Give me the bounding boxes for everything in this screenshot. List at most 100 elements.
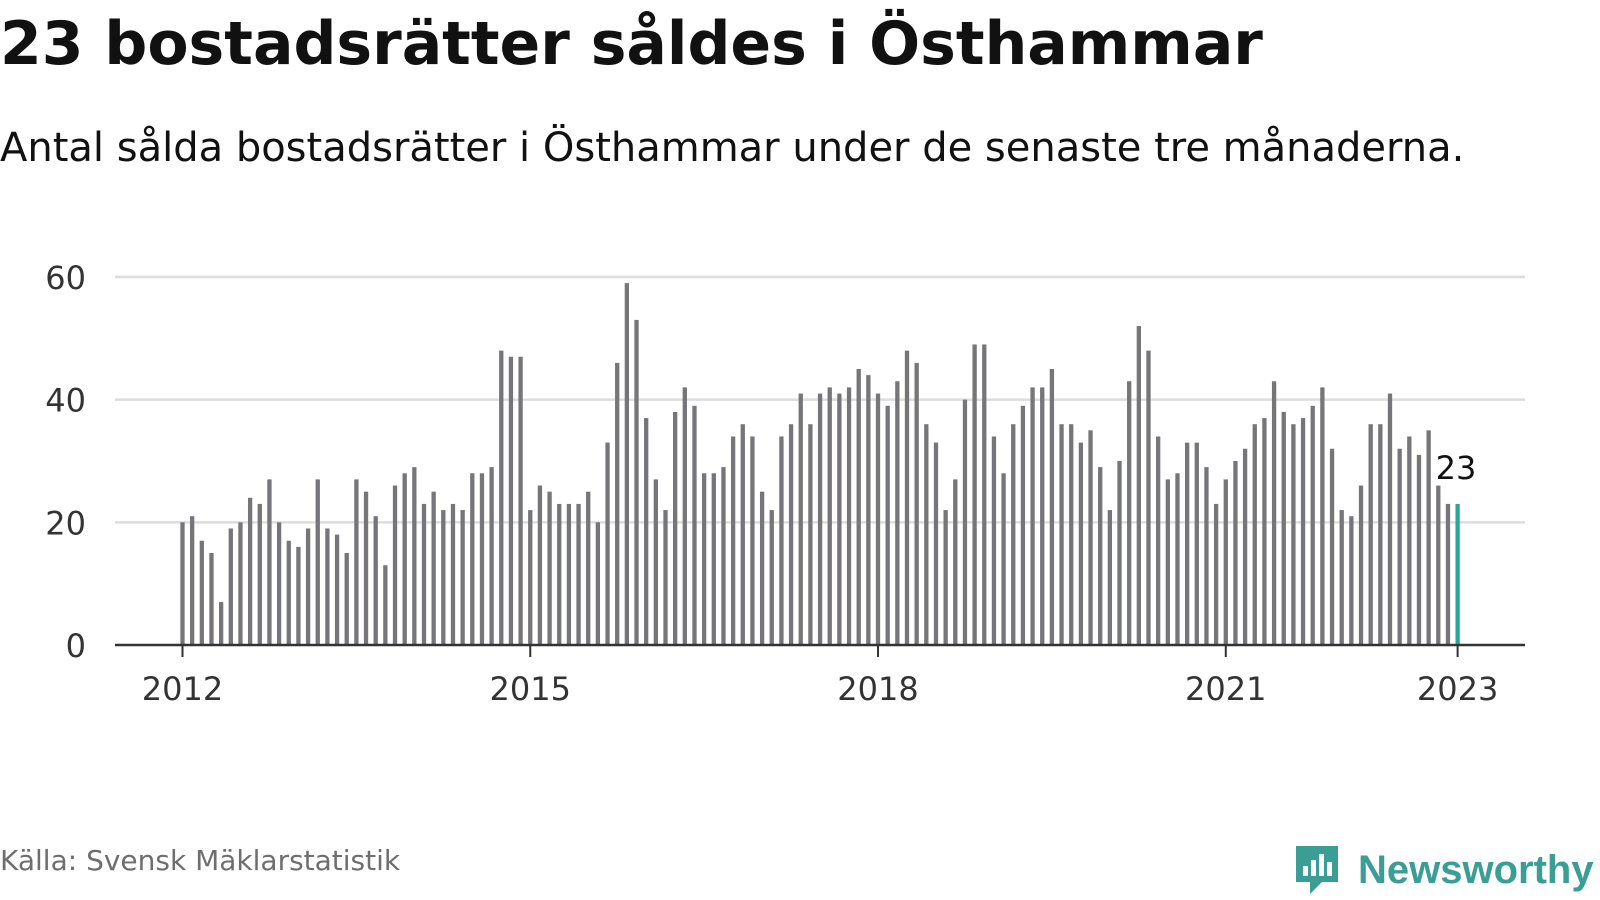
bar <box>1233 461 1238 645</box>
x-tick-label: 2015 <box>490 670 571 708</box>
bar <box>1078 442 1084 645</box>
bar <box>344 553 349 645</box>
bar <box>595 522 601 645</box>
page-title: 23 bostadsrätter såldes i Östhammar <box>0 9 1263 79</box>
bar <box>1252 424 1257 645</box>
x-tick-label: 2023 <box>1417 670 1498 708</box>
bar <box>508 356 514 645</box>
bar <box>402 473 407 645</box>
bar <box>1320 387 1325 645</box>
bar <box>421 503 427 645</box>
bar <box>615 362 620 645</box>
bar <box>470 473 475 645</box>
labels: 0 20 40 60 2012 2015 2018 2021 2023 23 <box>45 259 1498 708</box>
bar <box>1349 516 1354 645</box>
bar <box>673 411 678 645</box>
bar <box>479 473 485 645</box>
bar <box>199 540 204 645</box>
y-tick-label: 20 <box>45 504 86 542</box>
bar <box>586 491 591 645</box>
bar <box>1204 467 1209 645</box>
brand-name: Newsworthy <box>1358 848 1594 892</box>
bar <box>383 565 388 645</box>
bar <box>924 424 929 645</box>
x-tick-label: 2021 <box>1185 670 1266 708</box>
bar <box>1416 454 1422 645</box>
bar <box>1059 424 1064 645</box>
bar <box>315 479 320 645</box>
newsworthy-logo-icon <box>1296 846 1338 894</box>
bar <box>228 528 233 645</box>
bar <box>808 424 813 645</box>
bar <box>1184 442 1190 645</box>
bar <box>528 510 533 645</box>
bar <box>1213 503 1219 645</box>
last-value-label: 23 <box>1436 449 1477 487</box>
bar <box>817 393 823 645</box>
bar <box>1223 479 1228 645</box>
bar <box>1329 448 1335 645</box>
bar <box>740 424 745 645</box>
bar <box>431 491 436 645</box>
bar <box>499 350 504 645</box>
bar <box>1387 393 1393 645</box>
bar <box>624 283 630 645</box>
bar <box>634 319 639 645</box>
bar <box>721 467 726 645</box>
bar <box>1445 503 1451 645</box>
bar <box>991 436 997 645</box>
bar <box>1300 418 1306 645</box>
bar <box>1088 430 1093 645</box>
bar <box>895 381 900 645</box>
axes <box>115 643 1525 657</box>
bar <box>1156 436 1161 645</box>
bar <box>276 522 282 645</box>
bar <box>1378 424 1383 645</box>
bar <box>982 344 987 645</box>
bar <box>354 479 359 645</box>
bar <box>904 350 910 645</box>
bar <box>1107 510 1113 645</box>
bar <box>1020 405 1026 645</box>
bar <box>798 393 803 645</box>
bar <box>1001 473 1006 645</box>
bar <box>296 546 301 645</box>
bar <box>827 387 832 645</box>
bar <box>875 393 881 645</box>
bar <box>190 516 195 645</box>
bar <box>1271 381 1277 645</box>
chart-subtitle: Antal sålda bostadsrätter i Östhammar un… <box>0 125 1465 171</box>
bar <box>953 479 958 645</box>
bar <box>1175 473 1180 645</box>
bar <box>334 534 340 645</box>
bar <box>518 356 523 645</box>
bar <box>962 399 968 645</box>
bar <box>363 491 369 645</box>
bar <box>914 362 919 645</box>
bar <box>1127 381 1132 645</box>
bar <box>1117 461 1122 645</box>
bar <box>1281 411 1286 645</box>
bar <box>943 510 948 645</box>
bar <box>1358 485 1364 645</box>
bar <box>972 344 977 645</box>
bar-highlight <box>1455 503 1460 645</box>
bar <box>1098 467 1103 645</box>
bar <box>412 467 417 645</box>
bar <box>257 503 262 645</box>
bar <box>711 473 716 645</box>
bar <box>1040 387 1045 645</box>
bar <box>1049 369 1055 645</box>
bar <box>557 503 562 645</box>
brand-logo[interactable]: Newsworthy <box>1292 840 1594 900</box>
bar <box>1426 430 1431 645</box>
bar <box>1146 350 1151 645</box>
bar <box>325 528 330 645</box>
bar <box>441 510 446 645</box>
bar <box>1194 442 1199 645</box>
bar <box>286 540 291 645</box>
bars <box>180 283 1460 645</box>
x-tick-label: 2018 <box>837 670 918 708</box>
source-note: Källa: Svensk Mäklarstatistik <box>0 844 401 877</box>
bar <box>547 491 552 645</box>
